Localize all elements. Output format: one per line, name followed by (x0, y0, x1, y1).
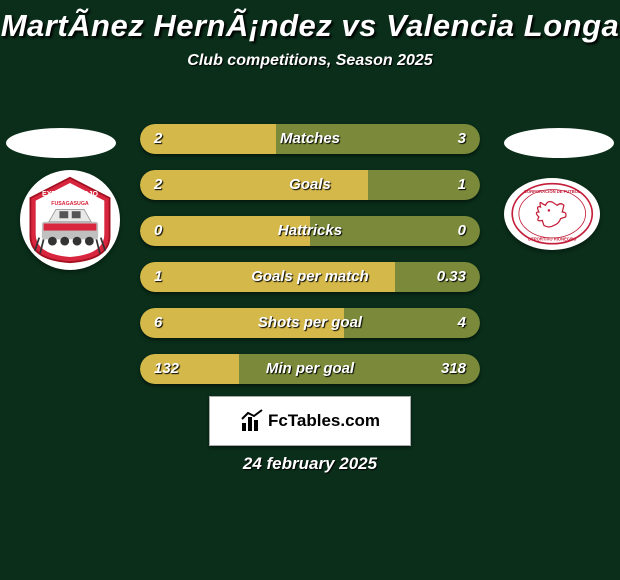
stat-label: Shots per goal (140, 308, 480, 338)
stat-label: Hattricks (140, 216, 480, 246)
stat-row: 64Shots per goal (140, 308, 480, 338)
fctables-watermark: FcTables.com (209, 396, 411, 446)
stat-row: 132318Min per goal (140, 354, 480, 384)
fctables-label: FcTables.com (268, 411, 380, 431)
comparison-card: MartÃ­nez HernÃ¡ndez vs Valencia Longa C… (0, 0, 620, 580)
stat-row: 00Hattricks (140, 216, 480, 246)
page-title: MartÃ­nez HernÃ¡ndez vs Valencia Longa (0, 0, 620, 44)
lion-badge-icon: CORPORACION DE FUTBOL DEPORTIVO RIONEGRO (510, 182, 594, 245)
team-oval-right (504, 128, 614, 158)
stats-container: 23Matches 21Goals 00Hattricks 10.33Goals pe… (140, 124, 480, 400)
subtitle: Club competitions, Season 2025 (0, 52, 620, 70)
svg-text:FUSAGASUGA: FUSAGASUGA (51, 201, 89, 207)
chart-icon (240, 409, 264, 433)
stat-label: Goals (140, 170, 480, 200)
stat-row: 10.33Goals per match (140, 262, 480, 292)
team-oval-left (6, 128, 116, 158)
train-badge-icon: EXPRESO ROJO FUSAGASUGA (26, 176, 114, 264)
stat-row: 23Matches (140, 124, 480, 154)
stat-label: Matches (140, 124, 480, 154)
stat-label: Goals per match (140, 262, 480, 292)
svg-text:DEPORTIVO RIONEGRO: DEPORTIVO RIONEGRO (528, 237, 577, 242)
svg-text:EXPRESO ROJO: EXPRESO ROJO (42, 191, 98, 198)
team-badge-left: EXPRESO ROJO FUSAGASUGA (20, 170, 120, 270)
team-badge-right: CORPORACION DE FUTBOL DEPORTIVO RIONEGRO (504, 178, 600, 250)
svg-text:CORPORACION DE FUTBOL: CORPORACION DE FUTBOL (524, 189, 581, 194)
date-label: 24 february 2025 (0, 454, 620, 474)
stat-row: 21Goals (140, 170, 480, 200)
stat-label: Min per goal (140, 354, 480, 384)
